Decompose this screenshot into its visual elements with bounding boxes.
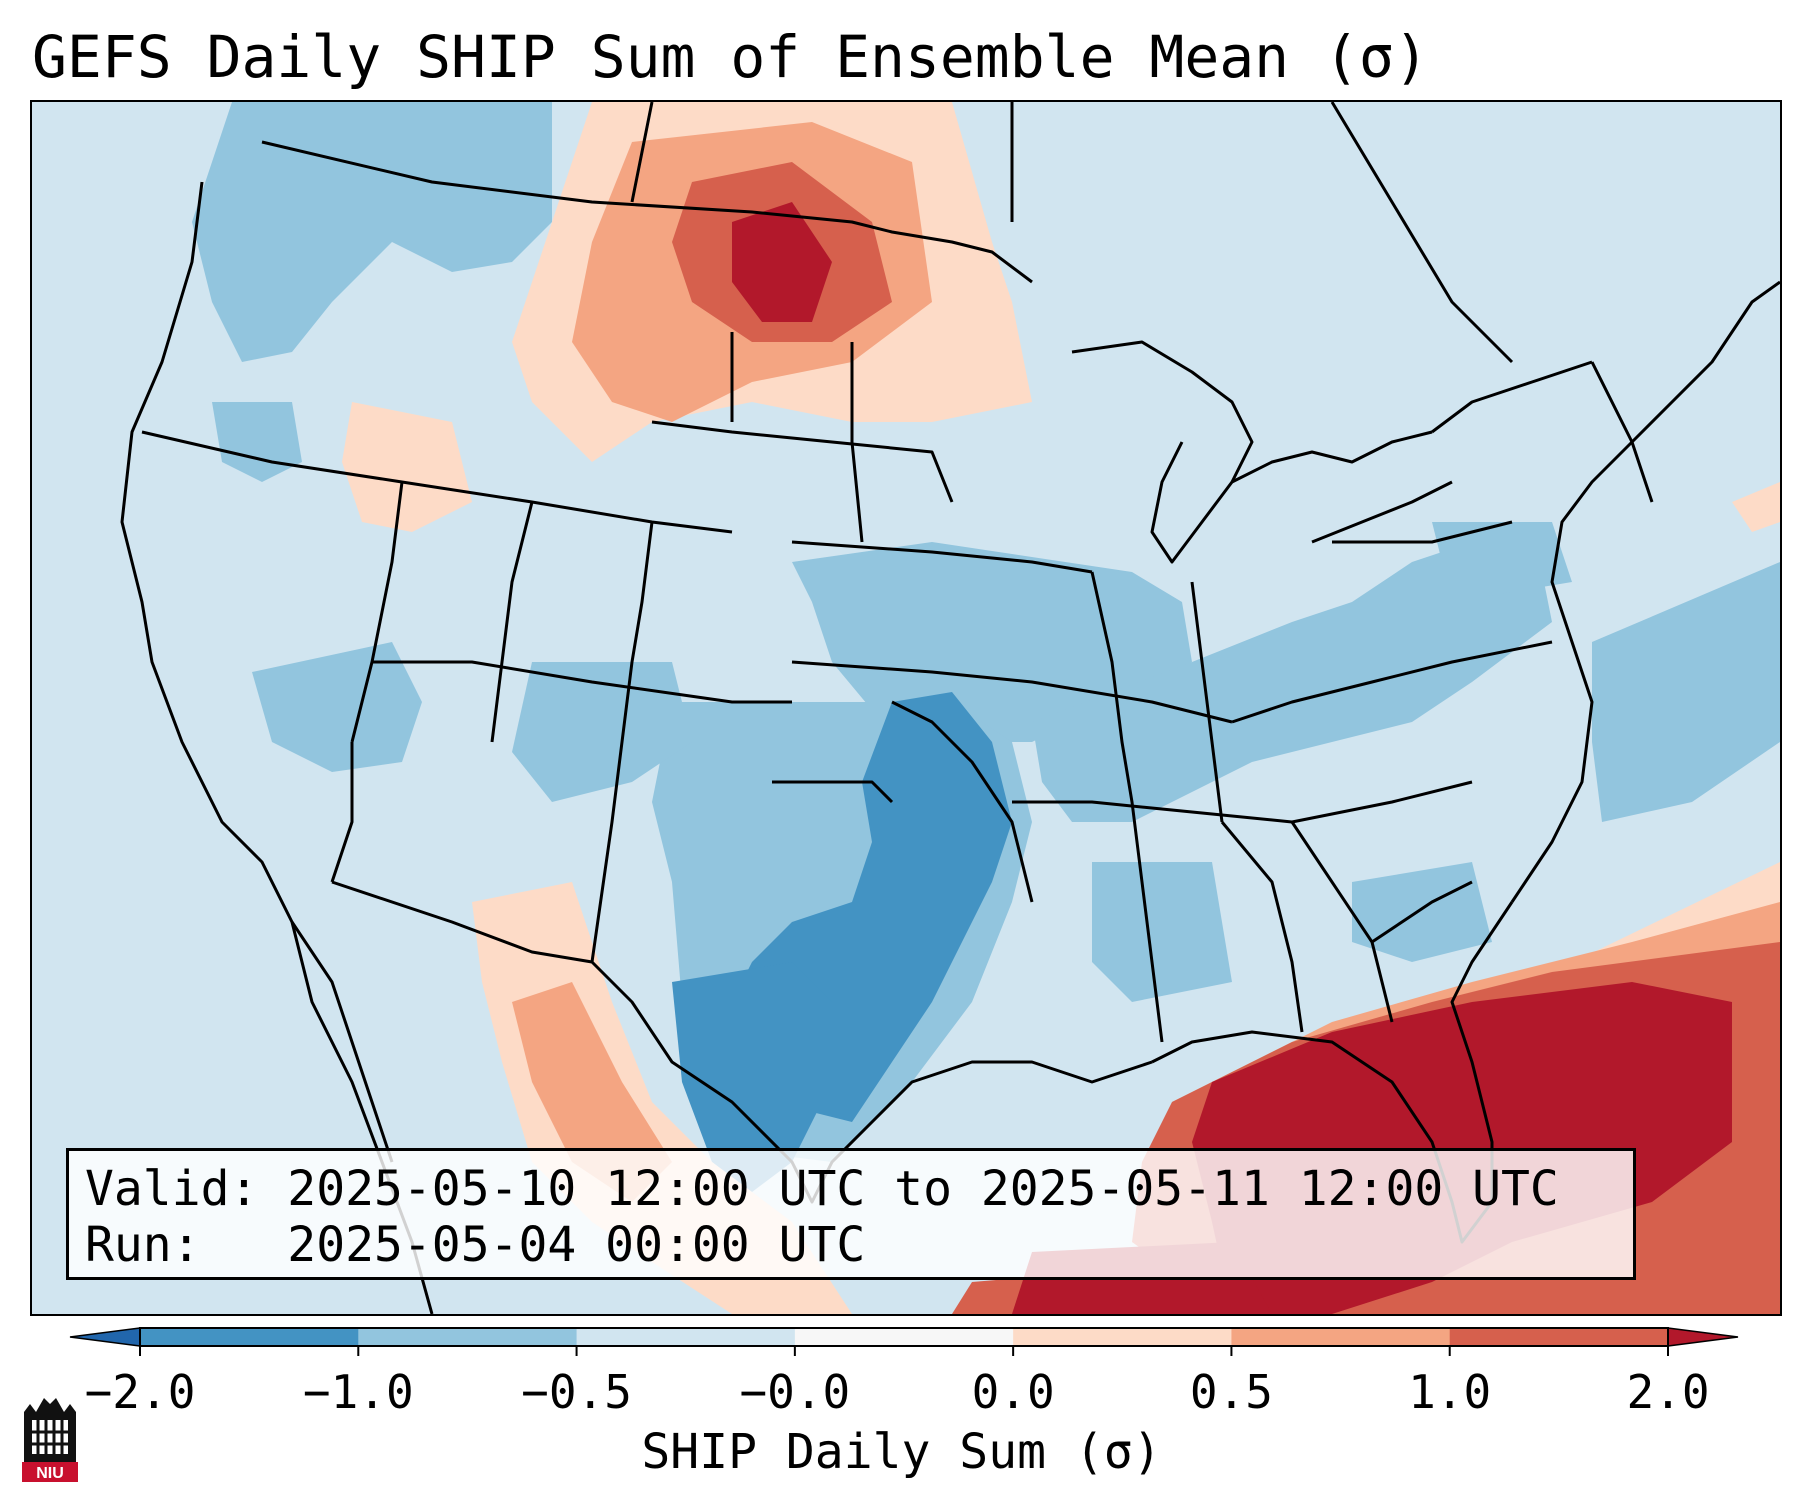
niu-castle-logo-icon: NIU [22,1398,78,1482]
colorbar-segment [794,1328,1014,1346]
colorbar-tick-label: 0.0 [972,1365,1055,1419]
colorbar-segment [1449,1328,1669,1346]
colorbar: −2.0 −1.0 −0.5 −0.0 0.0 0.5 1.0 2.0 [69,1327,1739,1419]
colorbar-segment [358,1328,578,1346]
anomaly-field-minus2 [672,692,1012,1192]
run-label: Run: [85,1217,201,1273]
colorbar-segment [1231,1328,1451,1346]
colorbar-segment [1013,1328,1232,1346]
valid-run-info-box: Valid: 2025-05-10 12:00 UTC to 2025-05-1… [66,1148,1636,1280]
colorbar-tick-label: 2.0 [1626,1365,1709,1419]
colorbar-tick-label: −0.0 [739,1365,850,1419]
colorbar-tick-label: −2.0 [85,1365,196,1419]
colorbar-extend-high [1667,1327,1739,1347]
logo-text: NIU [36,1465,64,1482]
colorbar-tick-label: 0.5 [1190,1365,1273,1419]
colorbar-segment [576,1328,796,1346]
colorbar-segments [69,1327,1739,1347]
colorbar-tick-label: −1.0 [303,1365,414,1419]
anomaly-map [32,102,1780,1314]
map-title: GEFS Daily SHIP Sum of Ensemble Mean (σ) [32,23,1429,91]
colorbar-extend-low [69,1327,141,1347]
run-time: 2025-05-04 00:00 UTC [287,1217,866,1273]
colorbar-tick-label: 1.0 [1408,1365,1491,1419]
map-panel [30,100,1782,1316]
valid-label: Valid: [85,1161,259,1217]
colorbar-label: SHIP Daily Sum (σ) [641,1424,1162,1480]
state-borders-overlay [120,102,1780,1314]
colorbar-segment [140,1328,359,1346]
valid-time-range: 2025-05-10 12:00 UTC to 2025-05-11 12:00… [287,1161,1559,1217]
colorbar-ticks: −2.0 −1.0 −0.5 −0.0 0.0 0.5 1.0 2.0 [85,1346,1710,1419]
colorbar-tick-label: −0.5 [521,1365,632,1419]
colorbar-outline [139,1327,1669,1347]
